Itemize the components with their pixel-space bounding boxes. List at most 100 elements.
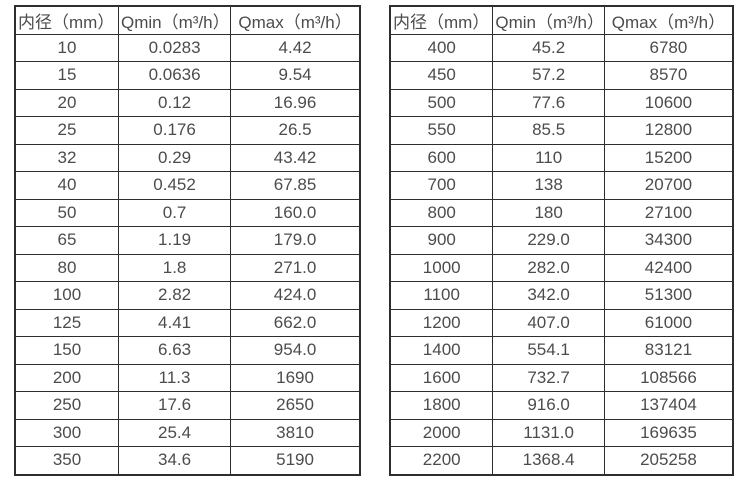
header-row: 内径（mm） Qmin（m³/h） Qmax（m³/h） bbox=[389, 5, 734, 35]
table-cell: 15200 bbox=[603, 143, 734, 172]
table-cell: 400 bbox=[389, 33, 494, 62]
table-cell: 550 bbox=[389, 116, 494, 145]
table-cell: 17.6 bbox=[117, 391, 232, 420]
table-cell: 6780 bbox=[603, 33, 734, 62]
table-cell: 732.7 bbox=[492, 363, 605, 392]
table-cell: 125 bbox=[14, 308, 119, 337]
table-cell: 0.0636 bbox=[117, 61, 232, 90]
table-cell: 700 bbox=[389, 171, 494, 200]
table-cell: 34300 bbox=[603, 226, 734, 255]
table-cell: 500 bbox=[389, 88, 494, 117]
flow-table-large-diameters: 内径（mm） Qmin（m³/h） Qmax（m³/h） 400 45.2 6780… bbox=[389, 5, 734, 476]
table-cell: 800 bbox=[389, 198, 494, 227]
table-cell: 900 bbox=[389, 226, 494, 255]
table-cell: 110 bbox=[492, 143, 605, 172]
table-cell: 138 bbox=[492, 171, 605, 200]
table-row: 1800 916.0 137404 bbox=[389, 391, 734, 420]
table-row: 250 17.6 2650 bbox=[14, 391, 361, 420]
table-cell: 954.0 bbox=[230, 336, 361, 365]
table-row: 25 0.176 26.5 bbox=[14, 116, 361, 145]
table-cell: 25.4 bbox=[117, 418, 232, 447]
table-row: 65 1.19 179.0 bbox=[14, 226, 361, 255]
table-cell: 65 bbox=[14, 226, 119, 255]
table-cell: 554.1 bbox=[492, 336, 605, 365]
table-cell: 10 bbox=[14, 33, 119, 62]
table-cell: 10600 bbox=[603, 88, 734, 117]
table-row: 1400 554.1 83121 bbox=[389, 336, 734, 365]
table-cell: 407.0 bbox=[492, 308, 605, 337]
table-row: 500 77.6 10600 bbox=[389, 88, 734, 117]
table-row: 32 0.29 43.42 bbox=[14, 143, 361, 172]
table-cell: 11.3 bbox=[117, 363, 232, 392]
table-cell: 0.12 bbox=[117, 88, 232, 117]
table-row: 700 138 20700 bbox=[389, 171, 734, 200]
table-row: 1000 282.0 42400 bbox=[389, 253, 734, 282]
table-cell: 0.7 bbox=[117, 198, 232, 227]
header-row: 内径（mm） Qmin（m³/h） Qmax（m³/h） bbox=[14, 5, 361, 35]
header-inner-diameter: 内径（mm） bbox=[389, 5, 494, 35]
header-qmin: Qmin（m³/h） bbox=[117, 5, 232, 35]
table-row: 400 45.2 6780 bbox=[389, 33, 734, 62]
table-cell: 4.42 bbox=[230, 33, 361, 62]
table-row: 2200 1368.4 205258 bbox=[389, 446, 734, 475]
table-row: 1100 342.0 51300 bbox=[389, 281, 734, 310]
table-cell: 85.5 bbox=[492, 116, 605, 145]
table-row: 350 34.6 5190 bbox=[14, 446, 361, 475]
table-cell: 250 bbox=[14, 391, 119, 420]
table-cell: 0.176 bbox=[117, 116, 232, 145]
table-cell: 51300 bbox=[603, 281, 734, 310]
table-cell: 2650 bbox=[230, 391, 361, 420]
table-cell: 1.8 bbox=[117, 253, 232, 282]
table-row: 200 11.3 1690 bbox=[14, 363, 361, 392]
table-row: 2000 1131.0 169635 bbox=[389, 418, 734, 447]
table-cell: 42400 bbox=[603, 253, 734, 282]
table-cell: 2000 bbox=[389, 418, 494, 447]
table-cell: 1368.4 bbox=[492, 446, 605, 475]
flow-table-small-diameters: 内径（mm） Qmin（m³/h） Qmax（m³/h） 10 0.0283 4.4… bbox=[14, 5, 361, 476]
table-body: 10 0.0283 4.42 15 0.0636 9.54 20 0.12 16.96 25 0.1… bbox=[14, 33, 361, 475]
table-body: 400 45.2 6780 450 57.2 8570 500 77.6 10600 550 85.… bbox=[389, 33, 734, 475]
table-row: 10 0.0283 4.42 bbox=[14, 33, 361, 62]
table-cell: 67.85 bbox=[230, 171, 361, 200]
table-cell: 205258 bbox=[603, 446, 734, 475]
table-cell: 43.42 bbox=[230, 143, 361, 172]
table-cell: 169635 bbox=[603, 418, 734, 447]
table-cell: 1200 bbox=[389, 308, 494, 337]
table-cell: 6.63 bbox=[117, 336, 232, 365]
table-row: 150 6.63 954.0 bbox=[14, 336, 361, 365]
table-cell: 1600 bbox=[389, 363, 494, 392]
table-row: 300 25.4 3810 bbox=[14, 418, 361, 447]
table-cell: 300 bbox=[14, 418, 119, 447]
table-cell: 1800 bbox=[389, 391, 494, 420]
table-row: 40 0.452 67.85 bbox=[14, 171, 361, 200]
table-cell: 1400 bbox=[389, 336, 494, 365]
table-cell: 3810 bbox=[230, 418, 361, 447]
table-cell: 15 bbox=[14, 61, 119, 90]
table-cell: 108566 bbox=[603, 363, 734, 392]
table-cell: 20 bbox=[14, 88, 119, 117]
table-cell: 34.6 bbox=[117, 446, 232, 475]
table-cell: 26.5 bbox=[230, 116, 361, 145]
table-cell: 32 bbox=[14, 143, 119, 172]
table-cell: 9.54 bbox=[230, 61, 361, 90]
table-cell: 80 bbox=[14, 253, 119, 282]
table-cell: 61000 bbox=[603, 308, 734, 337]
table-cell: 57.2 bbox=[492, 61, 605, 90]
table-cell: 25 bbox=[14, 116, 119, 145]
table-cell: 229.0 bbox=[492, 226, 605, 255]
table-cell: 100 bbox=[14, 281, 119, 310]
table-cell: 1.19 bbox=[117, 226, 232, 255]
table-row: 550 85.5 12800 bbox=[389, 116, 734, 145]
table-cell: 45.2 bbox=[492, 33, 605, 62]
table-cell: 160.0 bbox=[230, 198, 361, 227]
table-cell: 424.0 bbox=[230, 281, 361, 310]
table-cell: 8570 bbox=[603, 61, 734, 90]
table-header: 内径（mm） Qmin（m³/h） Qmax（m³/h） bbox=[389, 5, 734, 35]
table-cell: 20700 bbox=[603, 171, 734, 200]
table-cell: 150 bbox=[14, 336, 119, 365]
table-cell: 0.0283 bbox=[117, 33, 232, 62]
header-qmax: Qmax（m³/h） bbox=[230, 5, 361, 35]
table-cell: 0.452 bbox=[117, 171, 232, 200]
table-cell: 1100 bbox=[389, 281, 494, 310]
